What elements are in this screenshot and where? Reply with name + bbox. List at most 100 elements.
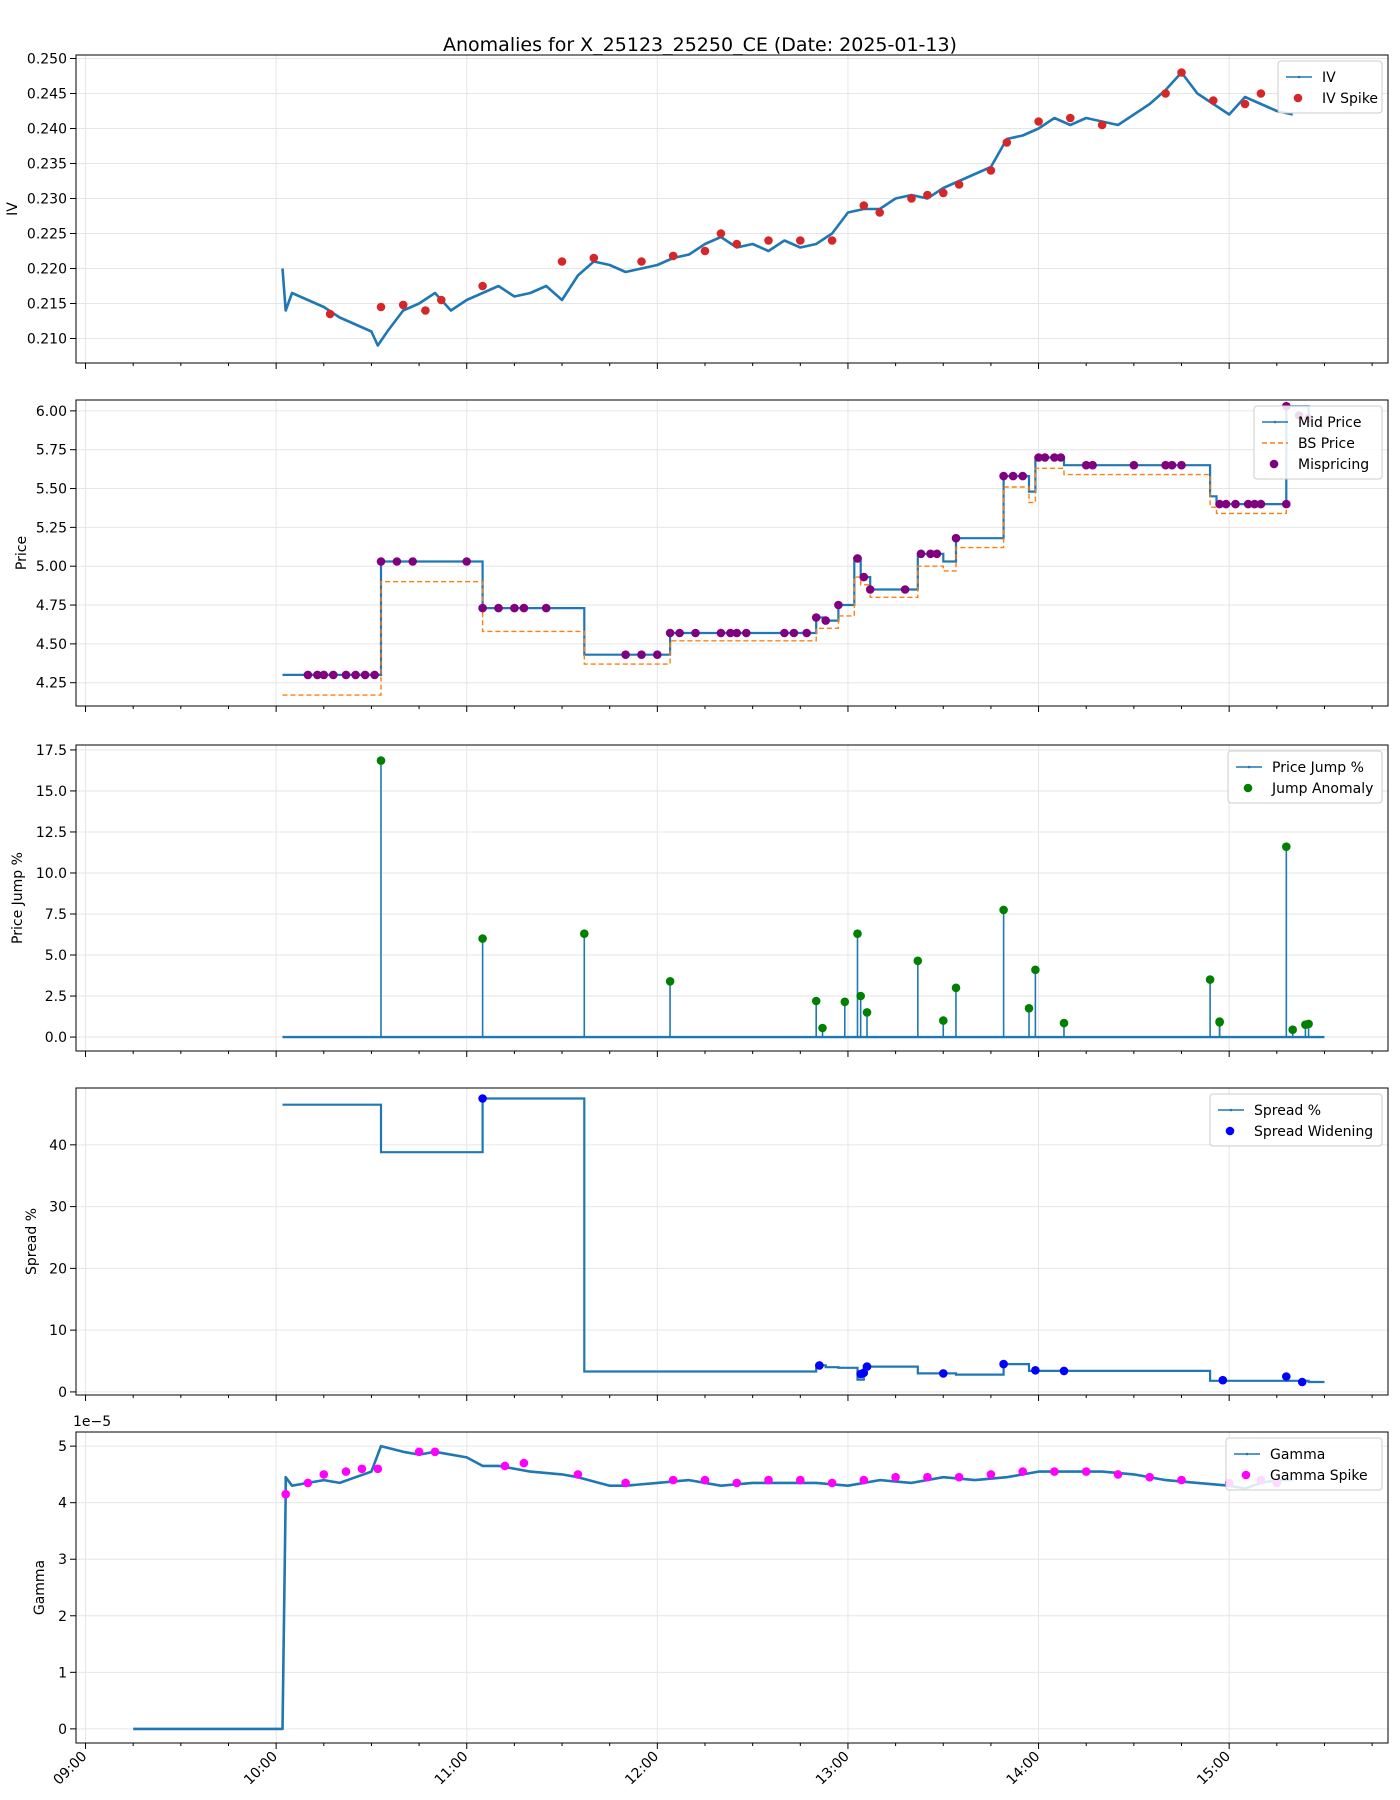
x-tick-label: 13:00 <box>813 1749 853 1789</box>
y-tick-label: 40 <box>49 1138 67 1154</box>
data-point <box>1050 1467 1059 1476</box>
y-tick-label: 5.50 <box>36 482 67 498</box>
y-tick-label: 10.0 <box>36 866 67 882</box>
panel-1: 0.210 0.215 0.220 0.225 0.230 0.235 0.240 0.245… <box>5 52 1389 369</box>
data-point <box>1034 117 1043 126</box>
data-point <box>1145 1472 1154 1482</box>
y-tick-label: 7.5 <box>45 907 67 923</box>
y-axis-label: Spread % <box>24 1208 40 1275</box>
data-point <box>742 628 751 638</box>
data-point <box>668 1475 678 1485</box>
y-tick-label: 12.5 <box>36 825 67 841</box>
panel-frame <box>75 399 1389 707</box>
y-tick-label: 4.75 <box>36 598 67 614</box>
data-point <box>1282 499 1291 509</box>
data-point <box>421 306 430 315</box>
data-point <box>1304 1019 1313 1029</box>
y-tick-label: 5.25 <box>36 520 67 536</box>
data-point <box>923 1472 932 1482</box>
data-point <box>1018 471 1027 481</box>
data-point <box>859 1475 869 1485</box>
y-tick-label: 4.50 <box>36 637 67 653</box>
x-tick-label: 15:00 <box>1194 1749 1234 1789</box>
data-point <box>853 929 862 938</box>
data-point <box>313 670 322 680</box>
data-point <box>462 557 472 566</box>
data-point <box>392 557 402 566</box>
y-tick-label: 0.210 <box>27 332 67 348</box>
legend-line-marker <box>1245 1452 1249 1456</box>
legend: IV IV Spike <box>1277 60 1383 114</box>
data-point <box>923 190 932 200</box>
data-point <box>1288 1025 1297 1034</box>
chart-panels: 0.210 0.215 0.220 0.225 0.230 0.235 0.240 0.245… <box>5 52 1389 1789</box>
data-point <box>811 613 821 622</box>
chart-title: Anomalies for X_25123_25250_CE (Date: 20… <box>443 34 957 56</box>
legend-label: Price Jump % <box>1272 760 1364 776</box>
data-point <box>1031 965 1040 975</box>
data-point <box>732 1478 742 1488</box>
data-point <box>430 1447 440 1457</box>
data-point <box>859 201 869 210</box>
data-point <box>939 1016 948 1025</box>
data-point <box>1231 499 1240 509</box>
data-point <box>859 572 869 582</box>
data-point <box>862 1008 872 1017</box>
y-axis-label: Gamma <box>32 1560 48 1615</box>
data-point <box>637 257 646 266</box>
data-point <box>932 549 942 559</box>
data-point <box>478 934 487 943</box>
y-tick-label: 0.235 <box>27 157 67 173</box>
data-point <box>494 603 503 613</box>
data-point <box>891 1472 900 1482</box>
data-point <box>1066 113 1075 123</box>
legend: Gamma Gamma Spike <box>1225 1437 1383 1491</box>
data-point <box>303 670 313 680</box>
data-point <box>916 549 926 559</box>
data-point <box>637 650 646 659</box>
y-axis-label: Price <box>14 536 30 570</box>
data-point <box>319 670 329 680</box>
data-point <box>1205 975 1215 984</box>
y-tick-label: 4 <box>58 1496 67 1512</box>
data-point <box>1129 460 1139 470</box>
data-point <box>796 236 805 245</box>
y-tick-label: 0.245 <box>27 87 67 103</box>
data-point <box>951 983 961 993</box>
y-tick-label: 6.00 <box>36 404 67 420</box>
data-point <box>764 1475 773 1485</box>
series-line <box>133 1444 1293 1731</box>
legend-marker <box>1269 459 1279 469</box>
data-point <box>716 628 726 638</box>
data-point <box>376 756 386 765</box>
data-point <box>700 1475 710 1485</box>
data-point <box>732 239 742 249</box>
y-tick-label: 5.0 <box>45 948 67 964</box>
data-point <box>398 300 408 310</box>
data-point <box>351 670 360 680</box>
legend-label: IV <box>1322 70 1336 86</box>
data-point <box>341 1467 351 1476</box>
data-point <box>951 533 961 543</box>
panel-plot-area <box>282 1097 1325 1384</box>
data-point <box>341 670 351 680</box>
legend-marker <box>1225 1126 1235 1136</box>
panel-plot-area <box>282 405 1310 696</box>
legend-label: Gamma Spike <box>1270 1468 1368 1484</box>
y-offset-text: 1e−5 <box>73 1414 111 1430</box>
data-point <box>853 554 862 563</box>
legend-marker <box>1243 783 1253 793</box>
legend: Mid Price BS Price Mispricing <box>1253 405 1383 480</box>
data-point <box>478 281 487 291</box>
data-point <box>478 1094 487 1103</box>
data-point <box>1282 842 1291 851</box>
x-tick-label: 12:00 <box>622 1749 662 1789</box>
data-point <box>665 628 675 638</box>
legend-label: IV Spike <box>1322 91 1378 107</box>
panel-plot-area <box>281 71 1293 347</box>
panel-3: 0.0 2.5 5.0 7.5 10.0 12.5 15.0 17.5 Price Jump %… <box>10 743 1389 1057</box>
legend-label: Jump Anomaly <box>1271 781 1373 797</box>
data-point <box>1056 453 1066 462</box>
data-point <box>815 1361 824 1370</box>
data-point <box>926 549 935 559</box>
